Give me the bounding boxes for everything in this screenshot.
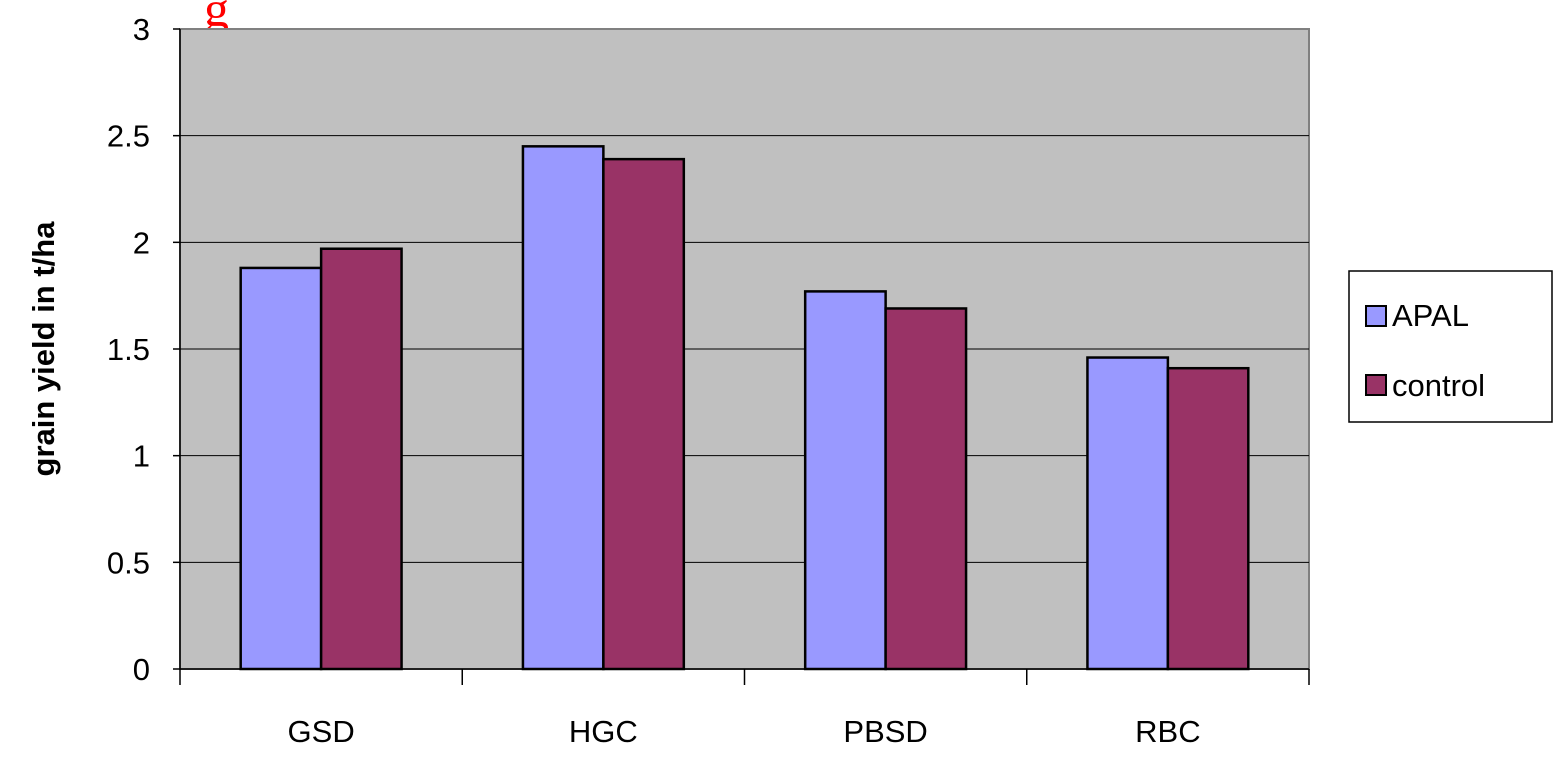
y-tick-label: 3 [133,12,150,47]
legend-box [1348,270,1553,423]
bar-apal-rbc [1086,356,1170,671]
tick-labels: 0 0.5 1 1.5 2 2.5 3 GSD HGC PBSD RBC [107,12,1201,749]
bar-apal-hgc [521,145,605,671]
legend-label-apal: APAL [1392,298,1469,333]
bar-control-rbc [1166,366,1250,671]
y-tick-label: 0.5 [107,545,150,580]
y-tick-label: 2 [133,225,150,260]
y-tick-label: 1 [133,439,150,474]
y-tick-label: 1.5 [107,332,150,367]
bar-control-pbsd [884,307,968,671]
legend-swatch-control [1365,374,1387,396]
y-axis-label: grain yield in t/ha [26,221,61,477]
x-tick-label: RBC [1135,714,1200,749]
bar-apal-pbsd [803,290,887,671]
bar-control-gsd [319,247,403,671]
y-tick-label: 2.5 [107,119,150,154]
bar-control-hgc [602,157,686,671]
legend-label-control: control [1392,368,1485,403]
legend-swatch-apal [1365,305,1387,327]
x-tick-label: HGC [569,714,638,749]
bars [239,145,1250,671]
x-tick-label: PBSD [843,714,927,749]
y-tick-label: 0 [133,652,150,687]
legend: APAL control [1348,270,1553,423]
x-tick-label: GSD [288,714,355,749]
bar-apal-gsd [239,266,323,671]
